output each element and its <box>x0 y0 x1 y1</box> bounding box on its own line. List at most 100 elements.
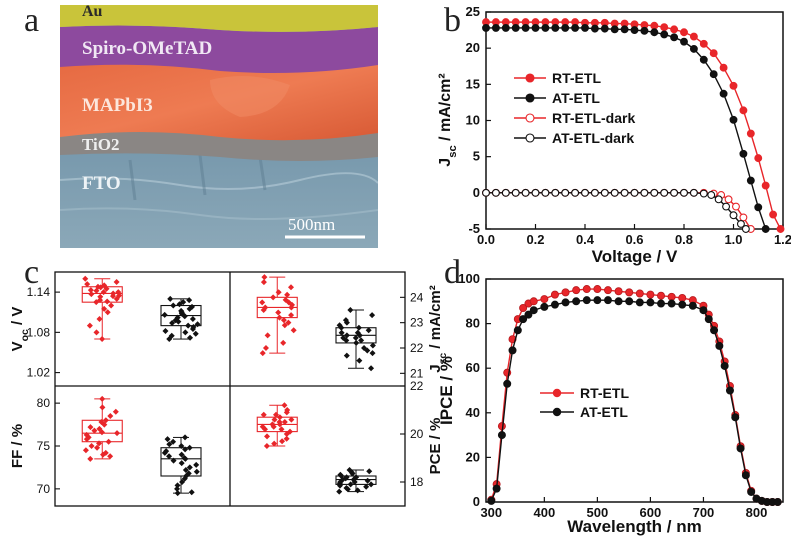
ipce-data-point <box>503 379 512 388</box>
ipce-data-point <box>736 444 745 453</box>
ipce-legend-label: RT-ETL <box>580 385 629 401</box>
jv-data-point <box>732 202 740 211</box>
box-data-point <box>166 441 173 448</box>
box-data-point <box>288 312 295 319</box>
jv-x-tick-label: 1.0 <box>724 232 742 247</box>
box-data-point <box>193 468 200 475</box>
box-data-point <box>368 365 375 372</box>
box-axis-label-pce: PCE / % <box>427 418 444 475</box>
box-data-point <box>186 297 193 304</box>
box-data-point <box>273 411 280 418</box>
ipce-data-point <box>529 297 538 306</box>
box-data-point <box>83 436 90 443</box>
box-data-point <box>87 287 94 294</box>
box-data-point <box>343 319 350 326</box>
box-y-tick-label: 75 <box>37 439 51 453</box>
ipce-x-tick-label: 500 <box>587 505 609 520</box>
box-data-point <box>166 336 173 343</box>
jv-legend-marker <box>525 73 535 83</box>
ipce-data-point <box>747 487 756 496</box>
box-data-point <box>182 434 189 441</box>
jv-data-point <box>511 188 520 197</box>
jv-x-tick-label: 0.0 <box>477 232 495 247</box>
jv-y-axis-label: Jsc / mA/cm² <box>437 73 459 166</box>
box-data-point <box>343 352 350 359</box>
jv-legend-label: AT-ETL <box>552 90 600 106</box>
ipce-data-point <box>725 386 734 395</box>
jv-y-tick-label: 20 <box>466 40 480 55</box>
box-data-point <box>279 438 286 445</box>
jv-legend-label: AT-ETL-dark <box>552 130 634 146</box>
ipce-series-line-1 <box>490 299 778 503</box>
jv-y-tick-label: 0 <box>473 185 480 200</box>
jv-data-point <box>581 23 589 32</box>
box-data-point <box>107 413 114 419</box>
ipce-data-point <box>561 298 570 307</box>
box-y-tick-label: 80 <box>37 396 51 410</box>
box-axis-label-jsc: Jsc / mA/cm² <box>427 285 449 373</box>
box-y-tick-label: 21 <box>410 366 424 380</box>
box-data-point <box>100 451 107 458</box>
jv-data-point <box>551 23 560 32</box>
jv-data-point <box>482 188 490 197</box>
box-data-point <box>182 455 189 462</box>
box-data-point <box>364 347 371 354</box>
box-data-point <box>88 443 95 449</box>
box-data-point <box>271 440 278 447</box>
ipce-data-point <box>731 413 740 422</box>
box-data-point <box>161 449 168 456</box>
box-data-point <box>263 443 270 449</box>
jv-data-point <box>724 195 733 204</box>
box-data-point <box>261 274 268 281</box>
box-y-tick-label: 1.14 <box>27 285 51 299</box>
box-data-point <box>170 438 177 445</box>
spiro-layer <box>60 25 378 73</box>
box-data-point <box>285 319 292 326</box>
ipce-data-point <box>550 300 559 309</box>
box-data-point <box>109 293 116 300</box>
box-data-point <box>166 453 173 460</box>
box-data-point <box>88 291 95 298</box>
box-y-tick-label: 23 <box>410 316 424 330</box>
ipce-series-line-0 <box>490 288 778 503</box>
box-data-point <box>182 329 189 336</box>
ipce-x-axis-label: Wavelength / nm <box>567 517 701 536</box>
box-data-point <box>278 426 285 433</box>
jv-data-point <box>722 202 731 211</box>
box-data-point <box>353 339 360 346</box>
jv-data-point <box>531 23 540 32</box>
box-data-point <box>276 421 283 428</box>
box-data-point <box>369 350 376 357</box>
jv-data-point <box>491 188 500 197</box>
box-y-tick-label: 1.02 <box>27 366 51 380</box>
box-data-point <box>169 319 176 326</box>
jv-data-point <box>501 188 510 197</box>
jv-data-point <box>501 23 510 32</box>
box-data-point <box>259 350 266 357</box>
ipce-x-tick-label: 700 <box>693 505 715 520</box>
jv-legend-marker <box>525 93 535 103</box>
jv-data-point <box>754 203 763 212</box>
box-data-point <box>96 315 103 322</box>
box-data-point <box>356 357 363 364</box>
box-data-point <box>259 299 266 306</box>
box-data-point <box>344 486 351 493</box>
box-data-point <box>94 444 101 451</box>
ipce-data-point <box>519 315 528 324</box>
box-data-point <box>276 314 283 321</box>
ipce-data-point <box>635 289 644 298</box>
jv-data-point <box>754 154 763 163</box>
box-data-point <box>178 451 185 458</box>
box-data-point <box>354 487 361 494</box>
box-data-point <box>187 334 194 341</box>
jv-x-tick-label: 0.4 <box>576 232 595 247</box>
box-data-point <box>347 307 354 313</box>
ipce-data-point <box>699 306 708 315</box>
box-y-tick-label: 18 <box>410 475 424 489</box>
box-data-point <box>271 416 278 423</box>
box-data-point <box>186 305 193 312</box>
ipce-plot-frame <box>485 278 784 503</box>
box-data-point <box>174 485 181 492</box>
scale-bar-label: 500nm <box>288 215 336 234</box>
jv-data-point <box>600 24 609 33</box>
